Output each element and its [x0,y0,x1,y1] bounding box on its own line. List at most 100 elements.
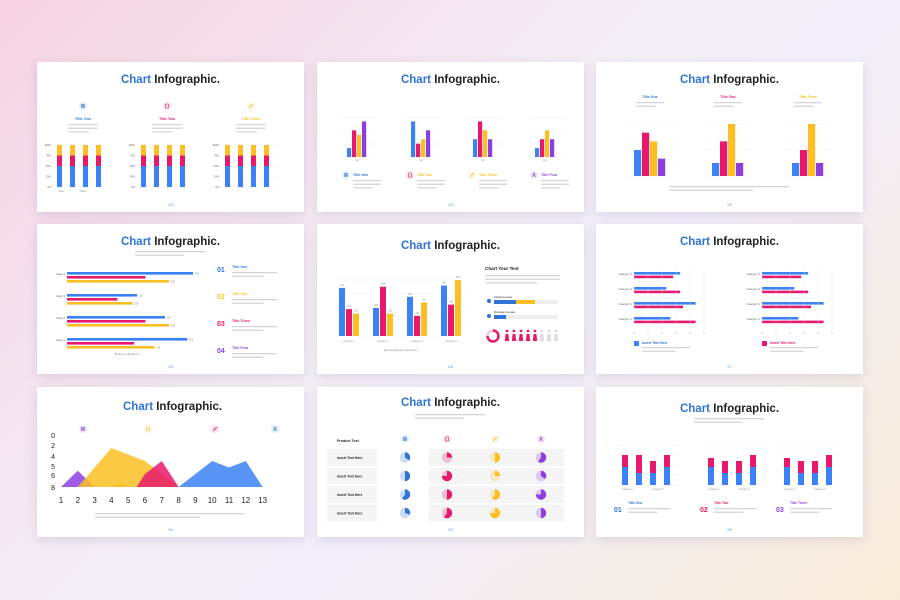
x-label: Category 3 [652,488,664,491]
person-body [511,334,517,341]
description-line [794,102,822,104]
description-line [642,347,690,349]
bar-series2 [67,320,146,323]
bar-segment [251,166,256,187]
grid-icon-bg [400,434,410,444]
description-line [95,516,200,518]
x-tick: 2 [789,331,791,335]
description-line [770,347,818,349]
slide-22[interactable]: Chart Infographic. Title One 100% 75% 50% 25… [37,62,304,212]
slide-24[interactable]: Chart Infographic. Title One Title Two Tit… [596,62,863,212]
bar-segment [154,166,159,187]
step-number: 04 [217,348,225,355]
description-line [353,183,381,185]
bar [535,148,540,157]
y-label: Categ 1 [56,338,66,342]
x-tick: 4 [689,331,691,335]
description-line [68,131,89,133]
bar-label: 2.5 [374,304,378,307]
description-line [714,102,742,104]
bar [712,163,720,176]
slide-29[interactable]: Chart Infographic. Product Text Insert Te… [317,387,584,537]
description-line [541,180,569,182]
bar [762,287,795,290]
bar-charts: Title One Title Two Title Three [624,95,834,191]
bar [426,130,431,157]
y-tick: 0% [215,185,219,189]
pencil-icon [248,103,254,109]
bar [658,158,666,176]
user-icon [531,172,537,178]
donut-arc [486,329,500,343]
person-body [504,334,510,341]
bar-segment [708,458,714,467]
x-label: Category 1 [708,488,720,491]
slide-25[interactable]: Chart Infographic. Categ 4 4.5 2.8 Categ 3 2… [37,224,304,374]
pie-slice [541,507,547,519]
title-badge [762,341,767,346]
bar [634,272,681,275]
bar-segment [650,461,656,473]
database-icon [165,103,169,109]
grid-icon-bg [78,424,88,434]
bar [347,148,352,157]
bar-segment [826,467,832,485]
description-line [135,254,184,256]
description-line [68,127,98,129]
slide-title: Chart Infographic. [123,401,223,413]
bar-segment [722,461,728,473]
bar-segment [264,145,269,156]
x-tick: 3 [92,496,97,505]
bar-series1 [67,272,193,275]
description-line [232,356,264,358]
x-tick: 3 [675,331,677,335]
step-number: 01 [614,507,622,514]
bar [762,275,802,279]
bar [478,121,483,157]
x-tick: 10 [208,496,217,505]
bar-label: 3.0 [422,298,426,301]
description-line [479,183,507,185]
description-line [232,299,277,301]
bar-segment [750,467,756,485]
x-tick: 1 [647,331,649,335]
x-tick: 7 [160,496,165,505]
bar-segment [225,145,230,156]
description-line [669,189,753,191]
description-line [95,513,245,515]
title-1: Title One [232,265,247,269]
person-body [518,334,524,341]
slide-23[interactable]: Chart Infographic. Cat Cat Cat Cat Title One… [317,62,584,212]
bar-segment [636,473,642,485]
bar-label: 5.0 [456,276,460,279]
description-line [790,508,832,510]
bar-segment [636,455,642,473]
progress-fill [494,315,506,319]
description-line [479,180,507,182]
description-line [152,131,173,133]
description-line [152,127,182,129]
y-tick: 0% [131,185,135,189]
person-head [554,329,558,333]
description-line [236,131,257,133]
description-line [135,251,205,253]
slide-30[interactable]: Chart Infographic. 8 6 5 4 2 0 1 2 3 4 5 6 7 8 9 10 11 12… [37,387,304,537]
bar-segment [70,166,75,187]
database-icon [146,426,150,432]
bar-segment [225,166,230,187]
bar-segment [238,145,243,156]
slide-title: Chart Infographic. [120,236,221,248]
description-line [628,508,670,510]
y-tick: 75% [130,154,136,158]
bar-segment [664,455,670,467]
y-tick: 6 [51,473,55,480]
slide-26[interactable]: Chart Infographic. 4.3 2.4 2.0 Category 1 2.… [317,224,584,374]
y-label: Category 4 [746,272,760,276]
bar-segment [708,467,714,485]
person-body [525,334,531,341]
bar-segment [154,155,159,166]
description-line [541,183,569,185]
stacked-bar-charts: Category 1 Category 3 Category 1 Category 3… [614,418,840,514]
